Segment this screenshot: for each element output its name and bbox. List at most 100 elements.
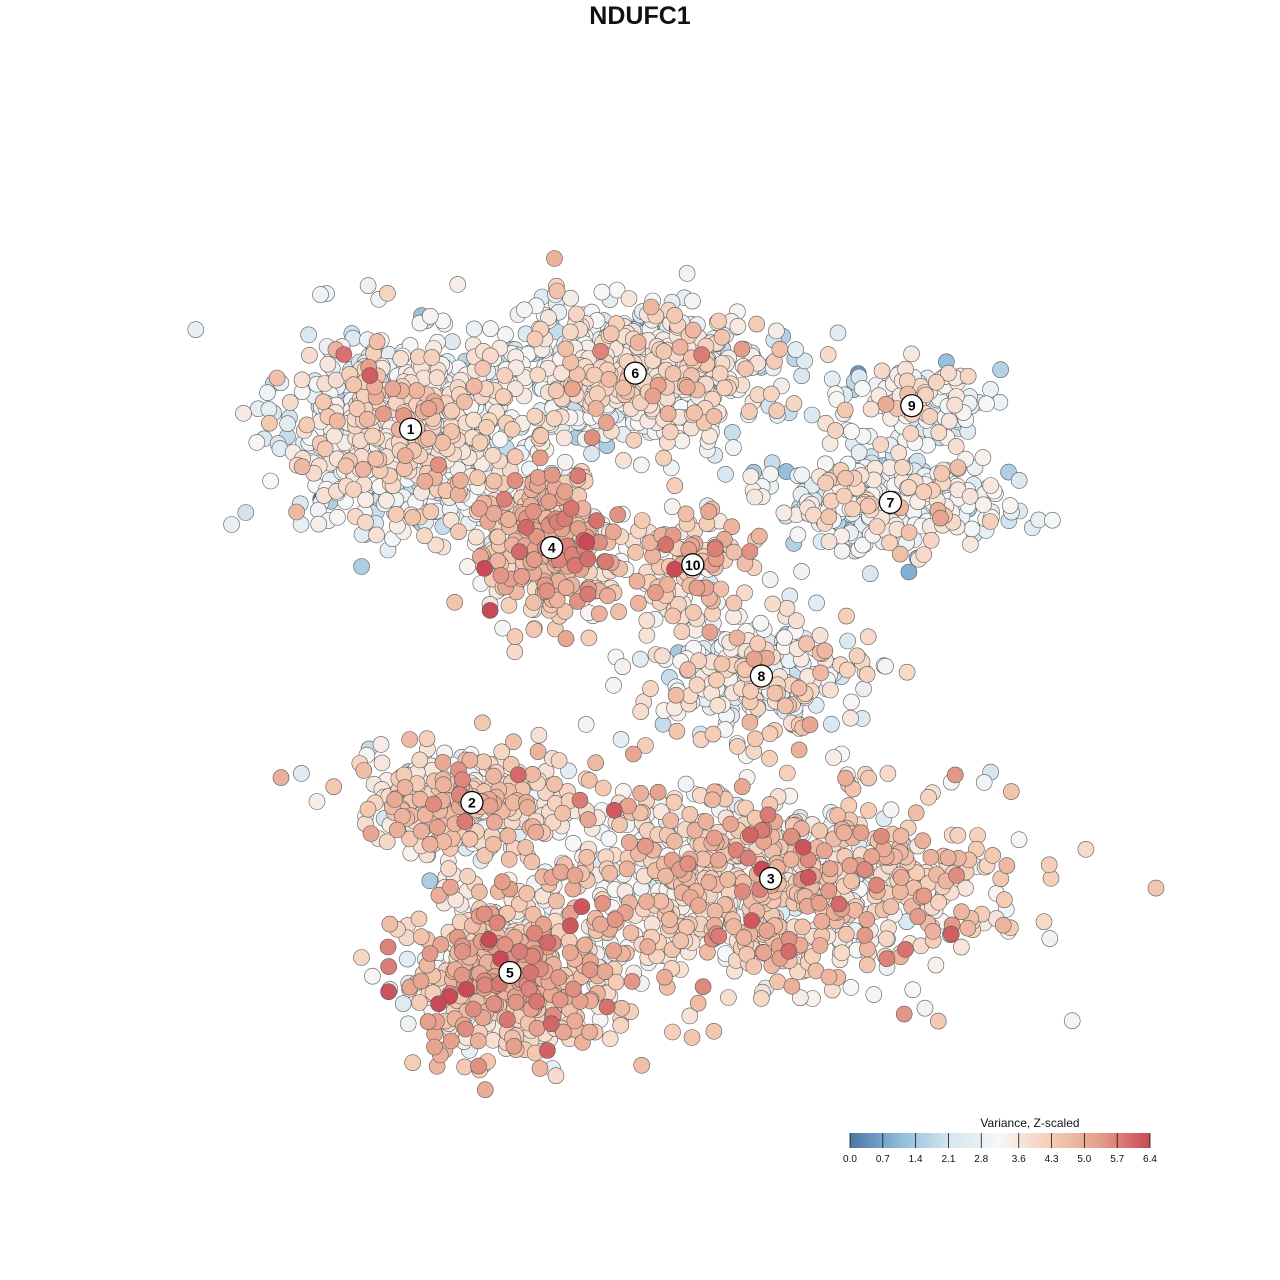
scatter-point bbox=[879, 765, 897, 782]
scatter-point bbox=[668, 722, 686, 740]
scatter-point bbox=[571, 791, 589, 809]
scatter-point bbox=[465, 320, 483, 338]
scatter-point bbox=[694, 978, 712, 996]
scatter-point bbox=[862, 400, 880, 418]
scatter-point bbox=[538, 582, 556, 600]
scatter-point bbox=[531, 1060, 549, 1077]
scatter-point bbox=[380, 958, 398, 975]
legend-tick-label: 6.4 bbox=[1143, 1154, 1157, 1165]
scatter-point bbox=[930, 893, 948, 911]
scatter-point bbox=[421, 835, 439, 853]
scatter-point bbox=[506, 472, 524, 489]
legend-ticks: 0.0 0.7 1.4 2.1 2.8 3.6 4.3 5.0 5.7 6.4 bbox=[843, 1133, 1157, 1165]
scatter-point bbox=[776, 697, 794, 715]
scatter-point bbox=[838, 661, 856, 679]
scatter-point bbox=[628, 572, 646, 590]
scatter-point bbox=[494, 388, 512, 405]
scatter-point bbox=[404, 509, 422, 526]
scatter-point bbox=[825, 749, 842, 766]
scatter-point bbox=[856, 861, 874, 878]
scatter-point bbox=[865, 986, 883, 1003]
scatter-point bbox=[605, 801, 623, 819]
scatter-point bbox=[300, 326, 317, 344]
scatter-point bbox=[450, 523, 467, 541]
scatter-point bbox=[423, 349, 441, 366]
scatter-point bbox=[940, 412, 958, 430]
scatter-point bbox=[821, 860, 839, 878]
scatter-point bbox=[539, 1042, 556, 1059]
cluster-label-badge bbox=[900, 394, 924, 418]
scatter-point bbox=[684, 321, 702, 339]
scatter-point bbox=[562, 917, 579, 935]
scatter-point bbox=[316, 440, 334, 458]
scatter-point bbox=[301, 346, 318, 364]
scatter-point bbox=[734, 883, 751, 900]
scatter-point bbox=[981, 513, 999, 530]
scatter-point bbox=[357, 513, 374, 531]
scatter-point bbox=[725, 439, 742, 456]
scatter-point bbox=[484, 446, 502, 464]
scatter-point bbox=[921, 408, 939, 425]
scatter-point bbox=[1002, 783, 1020, 800]
scatter-point bbox=[716, 379, 733, 397]
scatter-point bbox=[476, 976, 494, 994]
scatter-point bbox=[861, 565, 879, 583]
scatter-point bbox=[367, 450, 385, 468]
scatter-point bbox=[656, 968, 673, 986]
scatter-point bbox=[598, 998, 616, 1016]
scatter-point bbox=[852, 824, 870, 842]
scatter-point bbox=[562, 289, 579, 307]
scatter-point bbox=[713, 328, 731, 346]
scatter-point bbox=[470, 883, 488, 901]
scatter-point bbox=[500, 511, 517, 528]
scatter-point bbox=[495, 490, 513, 508]
scatter-point bbox=[811, 822, 828, 840]
cluster-label-text: 10 bbox=[685, 557, 701, 573]
scatter-point bbox=[790, 679, 808, 697]
scatter-point bbox=[425, 795, 442, 813]
scatter-point bbox=[354, 460, 372, 478]
scatter-point bbox=[525, 503, 542, 520]
scatter-point bbox=[506, 448, 524, 466]
scatter-point bbox=[511, 543, 528, 561]
scatter-point bbox=[556, 603, 574, 620]
scatter-point bbox=[547, 1067, 565, 1084]
scatter-point bbox=[810, 894, 828, 912]
legend-tick-label: 5.0 bbox=[1077, 1154, 1091, 1165]
scatter-point bbox=[353, 558, 370, 575]
scatter-point bbox=[776, 629, 793, 646]
scatter-point bbox=[543, 466, 561, 484]
legend-tick-label: 3.6 bbox=[1012, 1154, 1026, 1165]
scatter-point bbox=[858, 956, 876, 974]
scatter-point bbox=[488, 914, 506, 932]
scatter-point bbox=[688, 676, 706, 694]
scatter-point bbox=[768, 322, 785, 340]
scatter-point bbox=[952, 938, 970, 956]
scatter-point bbox=[898, 663, 916, 681]
scatter-point bbox=[868, 876, 885, 894]
scatter-point bbox=[587, 754, 605, 772]
scatter-point bbox=[709, 697, 727, 714]
scatter-point bbox=[704, 791, 721, 809]
scatter-point bbox=[555, 429, 573, 447]
scatter-point bbox=[461, 751, 479, 769]
scatter-point bbox=[748, 315, 766, 333]
scatter-point bbox=[261, 414, 278, 432]
cluster-label-text: 7 bbox=[887, 494, 895, 510]
scatter-point bbox=[592, 342, 609, 360]
scatter-point bbox=[891, 545, 909, 563]
cluster-label-badge bbox=[681, 553, 705, 577]
scatter-point bbox=[830, 895, 848, 913]
scatter-point bbox=[902, 425, 920, 442]
scatter-point bbox=[310, 515, 328, 533]
scatter-point bbox=[745, 958, 763, 975]
scatter-point bbox=[838, 607, 855, 625]
scatter-point bbox=[457, 1020, 474, 1038]
scatter-point bbox=[706, 902, 724, 920]
scatter-point bbox=[949, 826, 967, 844]
scatter-point bbox=[697, 813, 715, 830]
scatter-point bbox=[778, 764, 796, 782]
scatter-point bbox=[727, 841, 745, 859]
scatter-point bbox=[593, 283, 611, 301]
scatter-point bbox=[843, 693, 860, 711]
